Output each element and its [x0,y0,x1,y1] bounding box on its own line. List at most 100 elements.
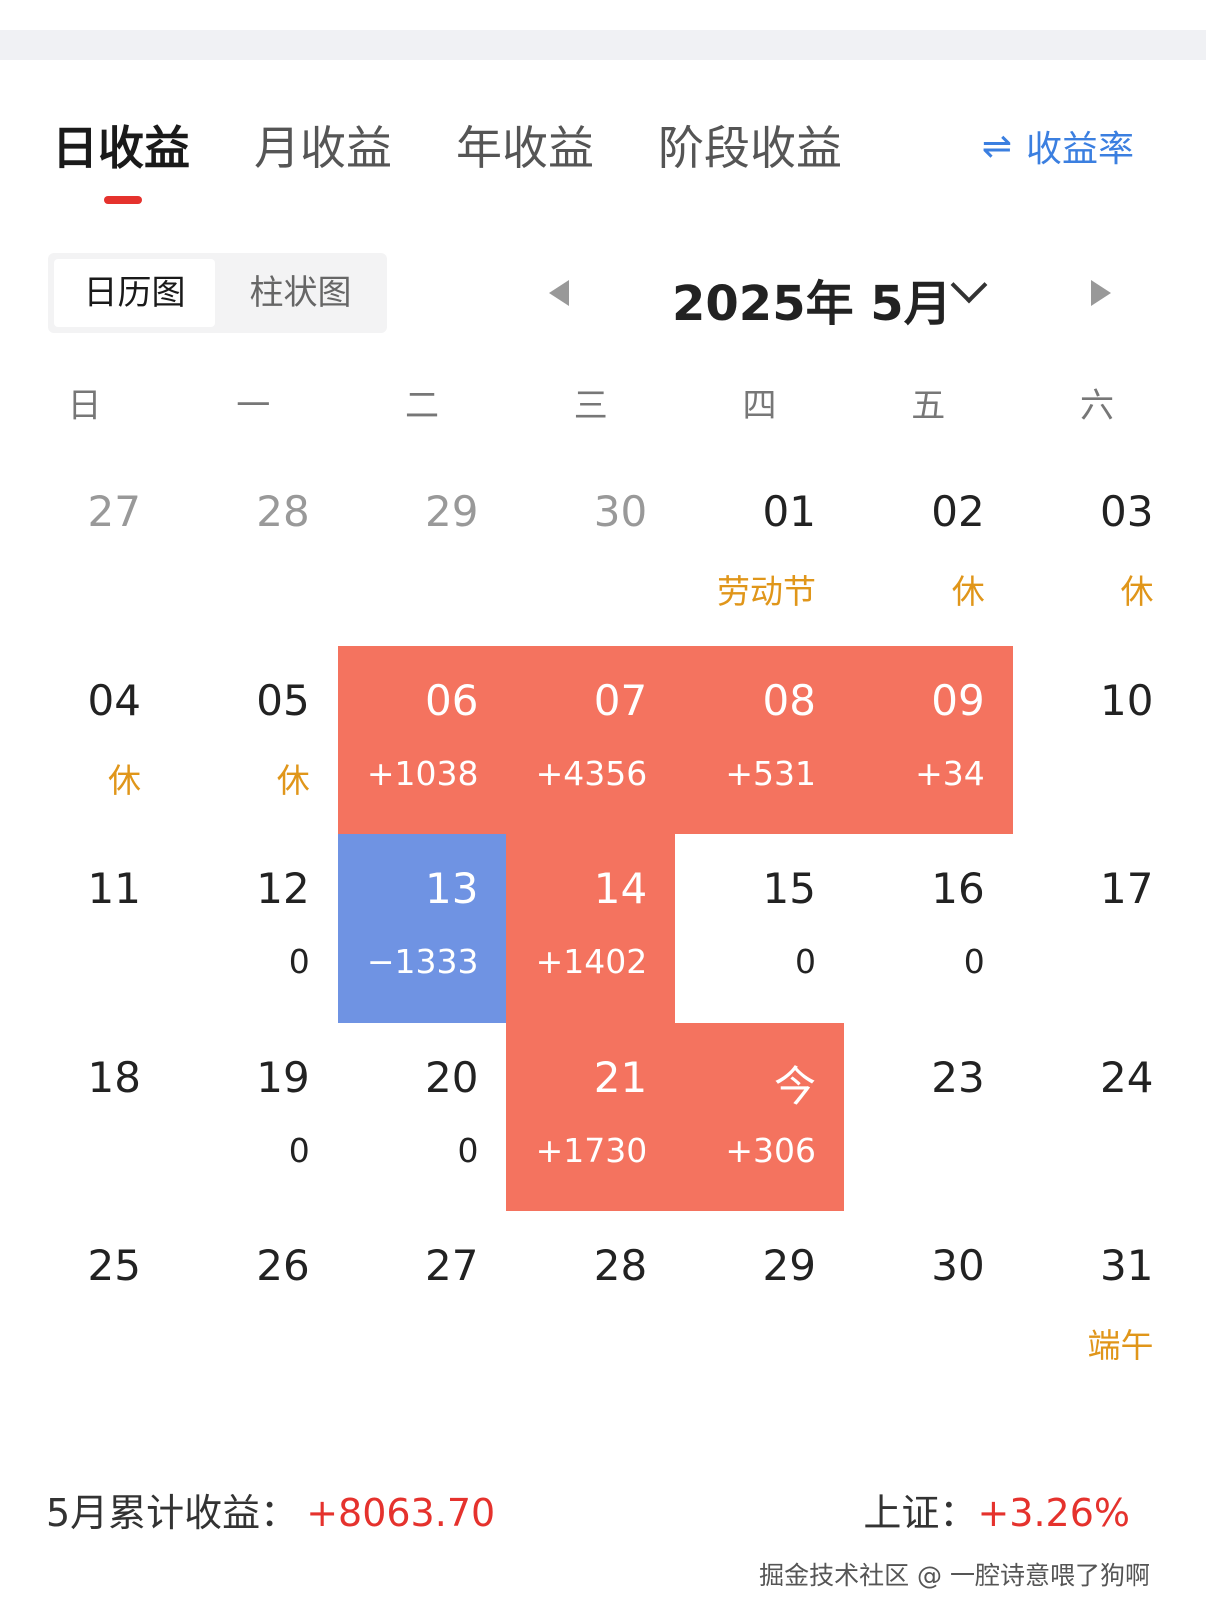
day-number: 28 [593,1241,648,1290]
calendar-day[interactable]: 29 [338,457,507,646]
monthly-total-value: +8063.70 [306,1491,496,1535]
day-number: 18 [87,1052,141,1102]
calendar-day[interactable]: 27 [0,457,169,646]
tab-monthly[interactable]: 月收益 [254,121,392,175]
calendar-day[interactable]: 14 +1402 [506,834,676,1023]
calendar-day[interactable]: 21 +1730 [506,1022,676,1211]
index-change: 上证：+3.26% [863,1482,1130,1537]
calendar-day[interactable]: 23 [844,1023,1013,1212]
day-number: 30 [593,487,648,536]
day-profit: +1730 [535,1130,648,1170]
day-profit: 0 [457,1130,479,1170]
calendar-day[interactable]: 17 [1013,834,1182,1023]
day-number: 13 [425,864,479,913]
calendar-day[interactable]: 13 −1333 [337,834,507,1023]
calendar-day[interactable]: 02 休 [844,457,1013,646]
day-number: 27 [425,1241,479,1290]
calendar-day[interactable]: 11 [0,834,169,1023]
day-number: 10 [1100,675,1154,725]
calendar-day[interactable]: 28 [506,1211,675,1400]
day-number: 25 [87,1241,141,1290]
day-number: 04 [87,675,141,725]
day-number: 08 [762,675,816,725]
calendar-day[interactable]: 01 劳动节 [675,457,844,646]
day-number: 07 [593,675,648,725]
calendar-day[interactable]: 09 +34 [843,645,1013,834]
watermark: 掘金技术社区 @ 一腔诗意喂了狗啊 [759,1561,1150,1590]
holiday-label: 休 [1120,572,1154,611]
bar-view-button[interactable]: 柱状图 [249,273,352,313]
weekday-header: 日 [67,386,102,426]
day-number: 05 [256,675,310,725]
day-profit: +1038 [366,753,479,793]
calendar-day[interactable]: 08 +531 [675,645,844,834]
calendar-day[interactable]: 04 休 [0,646,169,835]
day-number: 19 [256,1052,310,1102]
day-number: 23 [931,1052,985,1102]
calendar-day[interactable]: 05 休 [169,646,338,835]
calendar-day[interactable]: 16 0 [844,834,1013,1023]
day-number: 15 [762,864,816,913]
day-number: 20 [425,1052,479,1102]
holiday-label: 休 [108,760,141,800]
tab-period[interactable]: 阶段收益 [658,121,842,175]
calendar-day[interactable]: 07 +4356 [506,645,676,834]
weekday-header: 二 [405,386,439,426]
day-number: 02 [931,487,985,536]
view-toggle: 日历图 柱状图 [48,253,387,333]
weekday-header: 三 [573,386,608,426]
weekday-header: 六 [1080,386,1114,426]
calendar-day[interactable]: 27 [338,1211,507,1400]
day-number: 06 [425,675,479,725]
holiday-label: 休 [276,760,310,800]
day-number: 11 [87,864,141,913]
calendar-day[interactable]: 26 [169,1211,338,1400]
next-month-icon[interactable] [1091,280,1111,306]
calendar-day[interactable]: 20 0 [338,1023,507,1212]
calendar-day[interactable]: 12 0 [169,834,338,1023]
weekday-header: 五 [911,386,946,426]
calendar-view-button[interactable]: 日历图 [54,259,215,327]
calendar-day[interactable]: 30 [506,457,675,646]
day-number: 09 [931,675,985,725]
holiday-label: 端午 [1087,1326,1154,1365]
top-band [0,30,1206,60]
month-selector[interactable]: 2025年 5月 [672,276,952,332]
calendar-day[interactable]: 29 [675,1211,844,1400]
prev-month-icon[interactable] [549,280,569,306]
calendar-day[interactable]: 31 端午 [1013,1211,1182,1400]
tab-yearly[interactable]: 年收益 [456,121,594,175]
day-number: 29 [762,1241,816,1290]
holiday-label: 劳动节 [717,572,816,611]
day-profit: 0 [288,942,310,981]
day-profit: −1333 [366,942,479,981]
calendar-day[interactable]: 30 [844,1211,1013,1400]
day-number: 28 [256,487,310,536]
monthly-total: 5月累计收益： +8063.70 [46,1482,495,1537]
tab-daily[interactable]: 日收益 [52,112,190,204]
day-profit: 0 [288,1130,310,1170]
day-number: 26 [256,1241,310,1290]
day-number: 30 [931,1241,985,1290]
calendar-day[interactable]: 19 0 [169,1023,338,1212]
day-number: 14 [593,864,648,913]
calendar-day[interactable]: 25 [0,1211,169,1400]
calendar-day[interactable]: 15 0 [675,834,844,1023]
chevron-down-icon[interactable] [950,266,988,304]
calendar-day[interactable]: 06 +1038 [337,645,507,834]
rate-toggle-button[interactable]: ⇌ 收益率 [982,120,1134,172]
calendar-day[interactable]: 今 +306 [675,1022,844,1211]
holiday-label: 休 [951,572,985,611]
day-profit: +1402 [535,942,648,981]
day-number: 12 [256,864,310,913]
calendar-day[interactable]: 03 休 [1013,457,1182,646]
day-number: 29 [425,487,479,536]
calendar-day[interactable]: 28 [169,457,338,646]
day-profit: 0 [963,942,985,981]
day-number: 16 [931,864,985,913]
calendar-day[interactable]: 18 [0,1023,169,1212]
calendar-day[interactable]: 24 [1013,1023,1182,1212]
tab-bar: 日收益 月收益 年收益 阶段收益 [52,112,906,204]
index-label: 上证： [863,1491,978,1535]
calendar-day[interactable]: 10 [1013,646,1182,835]
